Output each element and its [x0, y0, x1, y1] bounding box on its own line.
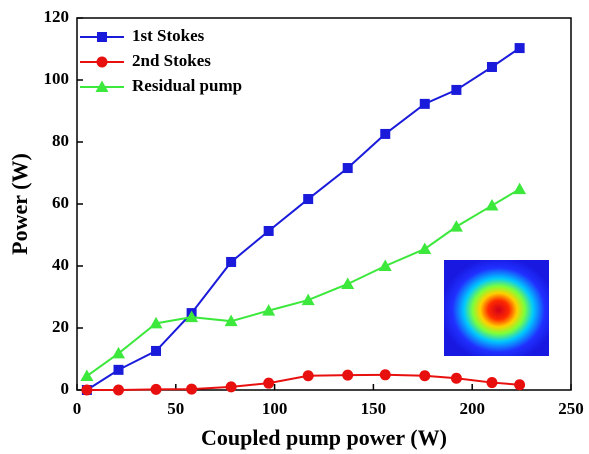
legend-marker: [97, 32, 107, 42]
chart: Coupled pump power (W) Power (W) 0 50 100 1…: [0, 0, 589, 454]
data-point: [151, 384, 162, 395]
data-point: [151, 346, 161, 356]
y-tick-label: 0: [61, 379, 70, 398]
data-point: [113, 365, 123, 375]
x-tick-label: 100: [262, 399, 288, 418]
data-point: [420, 99, 430, 109]
data-point: [80, 370, 93, 382]
y-tick-label: 100: [44, 69, 70, 88]
data-point: [113, 385, 124, 396]
data-point: [451, 85, 461, 95]
legend-label: Residual pump: [132, 76, 242, 95]
data-point: [513, 183, 526, 195]
data-point: [487, 62, 497, 72]
data-point: [486, 377, 497, 388]
y-tick-label: 60: [52, 193, 69, 212]
data-point: [186, 384, 197, 395]
data-point: [380, 369, 391, 380]
y-tick-label: 80: [52, 131, 69, 150]
data-point: [380, 129, 390, 139]
x-tick-label: 150: [361, 399, 387, 418]
data-point: [343, 163, 353, 173]
data-point: [81, 385, 92, 396]
data-point: [341, 277, 354, 289]
data-point: [418, 242, 431, 254]
x-tick-label: 0: [73, 399, 82, 418]
data-point: [302, 294, 315, 306]
data-point: [514, 379, 525, 390]
data-point: [303, 370, 314, 381]
data-point: [450, 220, 463, 232]
beam-profile-inset: [444, 260, 549, 356]
data-point: [264, 226, 274, 236]
data-point: [226, 381, 237, 392]
x-axis-label: Coupled pump power (W): [201, 425, 447, 450]
legend-label: 2nd Stokes: [132, 51, 211, 70]
data-point: [263, 378, 274, 389]
data-point: [515, 43, 525, 53]
x-tick-label: 200: [459, 399, 485, 418]
data-point: [342, 370, 353, 381]
y-tick-label: 120: [44, 7, 70, 26]
legend-label: 1st Stokes: [132, 26, 205, 45]
legend-marker: [97, 57, 108, 68]
y-tick-label: 40: [52, 255, 69, 274]
x-tick-label: 250: [558, 399, 584, 418]
data-point: [485, 199, 498, 211]
data-point: [419, 370, 430, 381]
y-tick-label: 20: [52, 317, 69, 336]
y-axis-label: Power (W): [7, 153, 32, 255]
data-point: [451, 373, 462, 384]
x-tick-label: 50: [167, 399, 184, 418]
data-point: [226, 257, 236, 267]
data-point: [379, 260, 392, 272]
data-point: [303, 194, 313, 204]
